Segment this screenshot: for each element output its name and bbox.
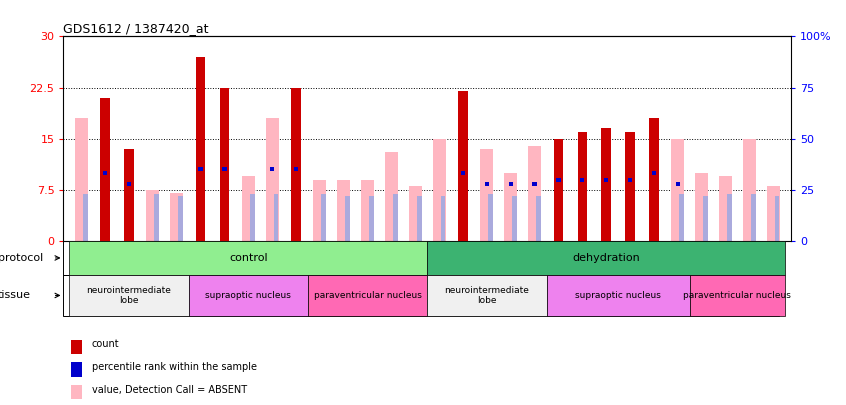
Bar <box>719 176 732 241</box>
Text: supraoptic nucleus: supraoptic nucleus <box>206 291 291 300</box>
Bar <box>242 176 255 241</box>
Bar <box>743 139 755 241</box>
Bar <box>69 241 427 275</box>
Bar <box>71 362 82 377</box>
Bar <box>536 196 541 241</box>
Text: dehydration: dehydration <box>572 253 640 263</box>
Bar <box>266 118 278 241</box>
Bar <box>427 275 547 316</box>
Bar <box>651 171 656 175</box>
Bar <box>71 340 82 354</box>
Bar <box>547 275 689 316</box>
Bar <box>313 179 327 241</box>
Bar <box>703 196 708 241</box>
Bar <box>146 190 159 241</box>
Bar <box>676 181 680 186</box>
Bar <box>602 128 611 241</box>
Bar <box>775 196 779 241</box>
Text: supraoptic nucleus: supraoptic nucleus <box>575 291 661 300</box>
Bar <box>291 87 301 241</box>
Bar <box>513 196 517 241</box>
Text: neurointermediate
lobe: neurointermediate lobe <box>444 286 530 305</box>
Bar <box>124 149 134 241</box>
Text: percentile rank within the sample: percentile rank within the sample <box>91 362 256 372</box>
Bar <box>74 118 88 241</box>
Bar <box>220 87 229 241</box>
Bar <box>695 173 708 241</box>
Bar <box>578 132 587 241</box>
Bar <box>461 171 465 175</box>
Bar <box>727 194 732 241</box>
Bar <box>321 194 327 241</box>
Bar <box>504 173 517 241</box>
Bar <box>69 275 189 316</box>
Bar <box>369 196 374 241</box>
Bar <box>432 139 446 241</box>
Bar <box>580 177 585 181</box>
Bar <box>189 275 308 316</box>
Bar <box>71 385 82 399</box>
Bar <box>671 139 684 241</box>
Text: protocol: protocol <box>0 253 43 263</box>
Bar <box>553 139 563 241</box>
Text: control: control <box>229 253 267 263</box>
Bar <box>679 194 684 241</box>
Bar <box>195 57 206 241</box>
Bar <box>459 91 468 241</box>
Bar <box>170 193 184 241</box>
Bar <box>83 194 88 241</box>
Text: neurointermediate
lobe: neurointermediate lobe <box>86 286 172 305</box>
Bar <box>557 177 561 181</box>
Bar <box>485 181 489 186</box>
Bar <box>628 177 632 181</box>
Bar <box>274 194 278 241</box>
Bar <box>155 194 159 241</box>
Bar <box>409 186 422 241</box>
Bar <box>179 196 183 241</box>
Text: tissue: tissue <box>0 290 30 301</box>
Bar <box>604 177 608 181</box>
Text: GDS1612 / 1387420_at: GDS1612 / 1387420_at <box>63 22 209 35</box>
Bar <box>345 196 350 241</box>
Bar <box>199 167 203 171</box>
Text: paraventricular nucleus: paraventricular nucleus <box>684 291 791 300</box>
Bar <box>270 167 274 171</box>
Bar <box>649 118 659 241</box>
Text: paraventricular nucleus: paraventricular nucleus <box>314 291 421 300</box>
Bar <box>488 194 493 241</box>
Bar <box>689 275 785 316</box>
Bar <box>127 181 131 186</box>
Bar <box>103 171 107 175</box>
Bar <box>250 194 255 241</box>
Bar <box>625 132 634 241</box>
Bar <box>508 181 513 186</box>
Bar <box>294 167 298 171</box>
Bar <box>417 196 421 241</box>
Bar <box>766 186 780 241</box>
Text: value, Detection Call = ABSENT: value, Detection Call = ABSENT <box>91 385 247 394</box>
Bar <box>528 145 541 241</box>
Bar <box>361 179 374 241</box>
Text: count: count <box>91 339 119 349</box>
Bar <box>393 194 398 241</box>
Bar <box>481 149 493 241</box>
Bar <box>338 179 350 241</box>
Bar <box>441 196 446 241</box>
Bar <box>385 152 398 241</box>
Bar <box>101 98 110 241</box>
Bar <box>308 275 427 316</box>
Bar <box>750 194 755 241</box>
Bar <box>427 241 785 275</box>
Bar <box>532 181 536 186</box>
Bar <box>222 167 227 171</box>
